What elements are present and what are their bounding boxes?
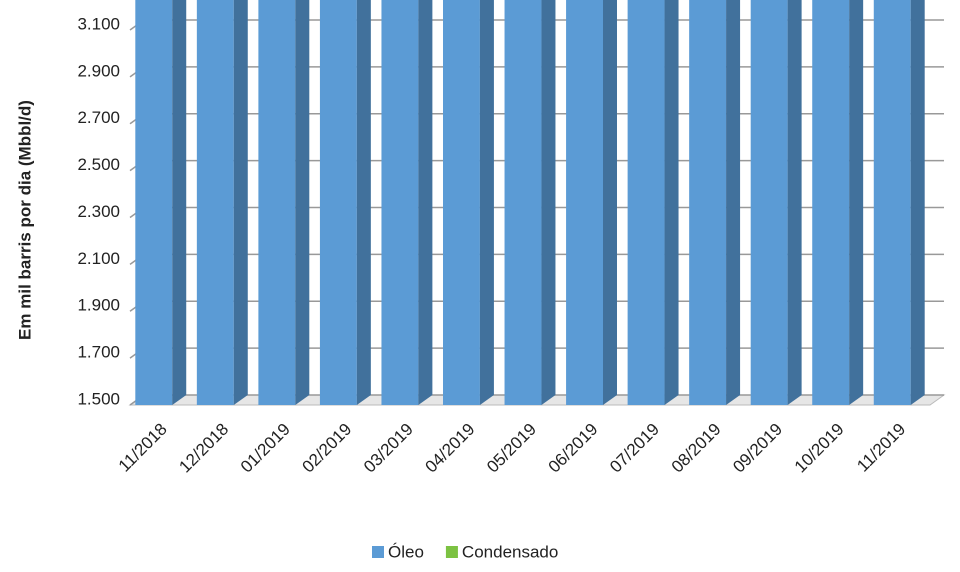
bar-segment (196, 0, 248, 405)
bar-segment (135, 0, 187, 405)
x-tick-label: 11/2018 (115, 420, 171, 476)
x-tick-label: 06/2019 (545, 420, 602, 477)
bar-side (172, 0, 187, 405)
x-tick-label: 05/2019 (483, 420, 540, 477)
y-tick-label: 1.900 (77, 296, 120, 315)
y-tick-label: 2.300 (77, 202, 120, 221)
x-tick-label: 09/2019 (729, 420, 786, 477)
bar-side (233, 0, 248, 405)
bar-front (627, 0, 665, 405)
legend-swatch (372, 546, 384, 558)
bar-front (319, 0, 357, 405)
bar-segment (443, 0, 494, 405)
y-tick-label: 2.900 (77, 61, 120, 80)
bar-side (726, 0, 741, 405)
x-tick-label: 11/2019 (853, 420, 909, 476)
bar-side (295, 0, 310, 405)
bar-front (258, 0, 296, 405)
y-tick-label: 2.500 (77, 155, 120, 174)
bar-segment (319, 0, 371, 405)
bar-segment (504, 0, 556, 405)
x-tick-label: 07/2019 (606, 420, 663, 477)
bar-front (504, 0, 542, 405)
bar-side (479, 0, 494, 405)
bar-segment (750, 0, 802, 405)
x-tick-label: 10/2019 (791, 420, 848, 477)
legend-label: Óleo (388, 542, 424, 561)
y-tick-label: 2.100 (77, 249, 120, 268)
bar-front (196, 0, 234, 405)
bar-front (750, 0, 788, 405)
bar-front (873, 0, 911, 405)
bar-segment (381, 0, 433, 405)
x-tick-label: 02/2019 (298, 420, 355, 477)
x-tick-label: 03/2019 (360, 420, 417, 477)
x-tick-label: 01/2019 (237, 420, 294, 477)
bar-side (356, 0, 371, 405)
bar-segment (689, 0, 741, 405)
bar-side (664, 0, 679, 405)
bar-segment (873, 0, 925, 405)
legend-label: Condensado (462, 542, 558, 561)
x-tick-label: 12/2018 (175, 420, 232, 477)
y-tick-label: 1.500 (77, 389, 120, 408)
bar-side (849, 0, 864, 405)
bar-side (787, 0, 802, 405)
bar-front (381, 0, 419, 405)
y-tick-label: 2.700 (77, 108, 120, 127)
bar-front (812, 0, 850, 405)
bar-front (443, 0, 480, 405)
bar-side (418, 0, 433, 405)
y-axis-title: Em mil barris por dia (Mbbl/d) (15, 100, 34, 340)
bar-side (910, 0, 925, 405)
bar-front (689, 0, 727, 405)
bar-segment (812, 0, 864, 405)
y-tick-label: 3.100 (77, 14, 120, 33)
bar-segment (258, 0, 310, 405)
bar-side (603, 0, 617, 405)
bar-side (541, 0, 556, 405)
bar-segment (566, 0, 617, 405)
x-tick-label: 08/2019 (668, 420, 725, 477)
bar-segment (627, 0, 679, 405)
x-tick-label: 04/2019 (422, 420, 479, 477)
legend-swatch (445, 546, 458, 558)
bar-front (566, 0, 603, 405)
bar-front (135, 0, 173, 405)
y-tick-label: 1.700 (77, 343, 120, 362)
